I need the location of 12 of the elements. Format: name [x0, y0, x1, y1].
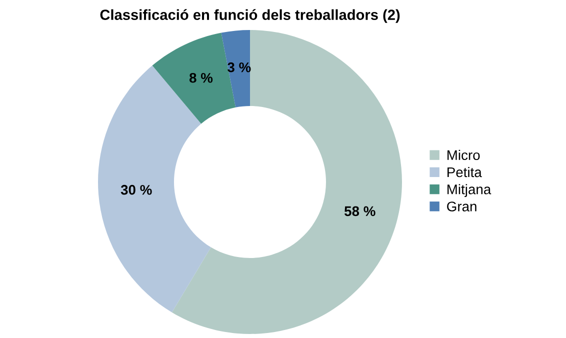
legend-label: Gran	[447, 202, 476, 212]
legend-label: Micro	[448, 150, 480, 160]
donut-slice	[152, 32, 236, 124]
legend-label: Mitjana	[448, 184, 492, 198]
donut-slice	[172, 30, 402, 334]
data-label: 8 %	[189, 72, 213, 83]
data-label: 30 %	[120, 184, 152, 195]
chart-title: Classificació en funció dels treballadors (2)	[100, 9, 400, 23]
data-label: 58 %	[344, 206, 376, 216]
legend-label: Petita	[448, 166, 482, 178]
donut-slice	[221, 30, 250, 108]
donut-slice	[98, 66, 211, 312]
